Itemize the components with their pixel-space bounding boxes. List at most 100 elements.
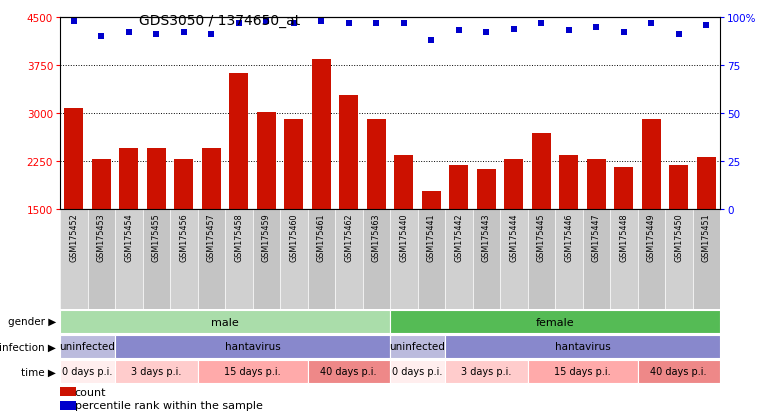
Bar [367, 120, 386, 209]
Bar [696, 157, 716, 209]
Bar [422, 192, 441, 209]
Bar [170, 209, 198, 309]
Bar [445, 209, 473, 309]
Text: female: female [536, 317, 575, 327]
Text: GSM175451: GSM175451 [702, 212, 711, 261]
Point [425, 38, 438, 44]
Bar [64, 109, 84, 209]
Bar [669, 166, 689, 209]
Bar [504, 160, 524, 209]
Text: infection ▶: infection ▶ [0, 342, 56, 351]
Text: 3 days p.i.: 3 days p.i. [461, 367, 511, 377]
Bar [449, 166, 468, 209]
Bar [253, 209, 280, 309]
Point [453, 28, 465, 35]
Bar [202, 149, 221, 209]
Text: GSM175459: GSM175459 [262, 212, 271, 261]
Bar [174, 160, 193, 209]
Text: hantavirus: hantavirus [224, 342, 280, 351]
Bar [587, 160, 606, 209]
Point [535, 20, 547, 27]
Text: 15 days p.i.: 15 days p.i. [224, 367, 281, 377]
Bar [115, 335, 390, 358]
Bar [445, 361, 527, 383]
Point [342, 20, 355, 27]
Bar [115, 209, 142, 309]
Bar [307, 361, 390, 383]
Bar [335, 209, 362, 309]
Bar [60, 387, 76, 396]
Bar [88, 209, 115, 309]
Point [150, 32, 162, 38]
Bar [229, 74, 248, 209]
Point [480, 30, 492, 37]
Bar [610, 209, 638, 309]
Bar [362, 209, 390, 309]
Bar [473, 209, 500, 309]
Text: GSM175446: GSM175446 [564, 212, 573, 261]
Bar [394, 156, 413, 209]
Point [398, 20, 410, 27]
Point [645, 20, 658, 27]
Bar [60, 311, 390, 333]
Bar [527, 209, 555, 309]
Text: percentile rank within the sample: percentile rank within the sample [75, 401, 263, 411]
Bar [198, 209, 225, 309]
Bar [642, 120, 661, 209]
Text: GSM175456: GSM175456 [180, 212, 188, 261]
Text: GSM175443: GSM175443 [482, 212, 491, 261]
Point [370, 20, 382, 27]
Bar [307, 209, 335, 309]
Bar [280, 209, 307, 309]
Point [618, 30, 630, 37]
Bar [614, 168, 633, 209]
Text: 40 days p.i.: 40 days p.i. [320, 367, 377, 377]
Point [288, 20, 300, 27]
Text: GSM175461: GSM175461 [317, 212, 326, 261]
Bar [256, 112, 276, 209]
Bar [60, 209, 88, 309]
Text: GSM175441: GSM175441 [427, 212, 436, 261]
Point [177, 30, 189, 37]
Text: gender ▶: gender ▶ [8, 317, 56, 327]
Bar [115, 361, 198, 383]
Text: GDS3050 / 1374650_at: GDS3050 / 1374650_at [139, 14, 301, 28]
Text: count: count [75, 387, 107, 396]
Text: GSM175453: GSM175453 [97, 212, 106, 261]
Bar [638, 209, 665, 309]
Text: GSM175450: GSM175450 [674, 212, 683, 261]
Text: GSM175458: GSM175458 [234, 212, 244, 261]
Bar [476, 170, 496, 209]
Bar [311, 59, 331, 209]
Point [700, 22, 712, 29]
Bar [198, 361, 307, 383]
Bar [147, 149, 166, 209]
Text: uninfected: uninfected [59, 342, 116, 351]
Bar [527, 361, 638, 383]
Text: GSM175448: GSM175448 [619, 212, 629, 261]
Point [591, 24, 603, 31]
Bar [638, 361, 720, 383]
Bar [142, 209, 170, 309]
Bar [418, 209, 445, 309]
Point [205, 32, 218, 38]
Bar [60, 401, 76, 410]
Text: GSM175442: GSM175442 [454, 212, 463, 261]
Text: GSM175462: GSM175462 [344, 212, 353, 261]
Text: GSM175463: GSM175463 [372, 212, 380, 261]
Text: uninfected: uninfected [390, 342, 445, 351]
Text: 40 days p.i.: 40 days p.i. [651, 367, 707, 377]
Text: GSM175455: GSM175455 [151, 212, 161, 261]
Bar [500, 209, 527, 309]
Bar [445, 335, 720, 358]
Bar [693, 209, 720, 309]
Text: 15 days p.i.: 15 days p.i. [554, 367, 611, 377]
Bar [60, 361, 115, 383]
Text: GSM175445: GSM175445 [537, 212, 546, 261]
Bar [339, 96, 358, 209]
Text: GSM175449: GSM175449 [647, 212, 656, 261]
Text: 0 days p.i.: 0 days p.i. [62, 367, 113, 377]
Text: 0 days p.i.: 0 days p.i. [393, 367, 443, 377]
Text: male: male [211, 317, 239, 327]
Bar [390, 361, 445, 383]
